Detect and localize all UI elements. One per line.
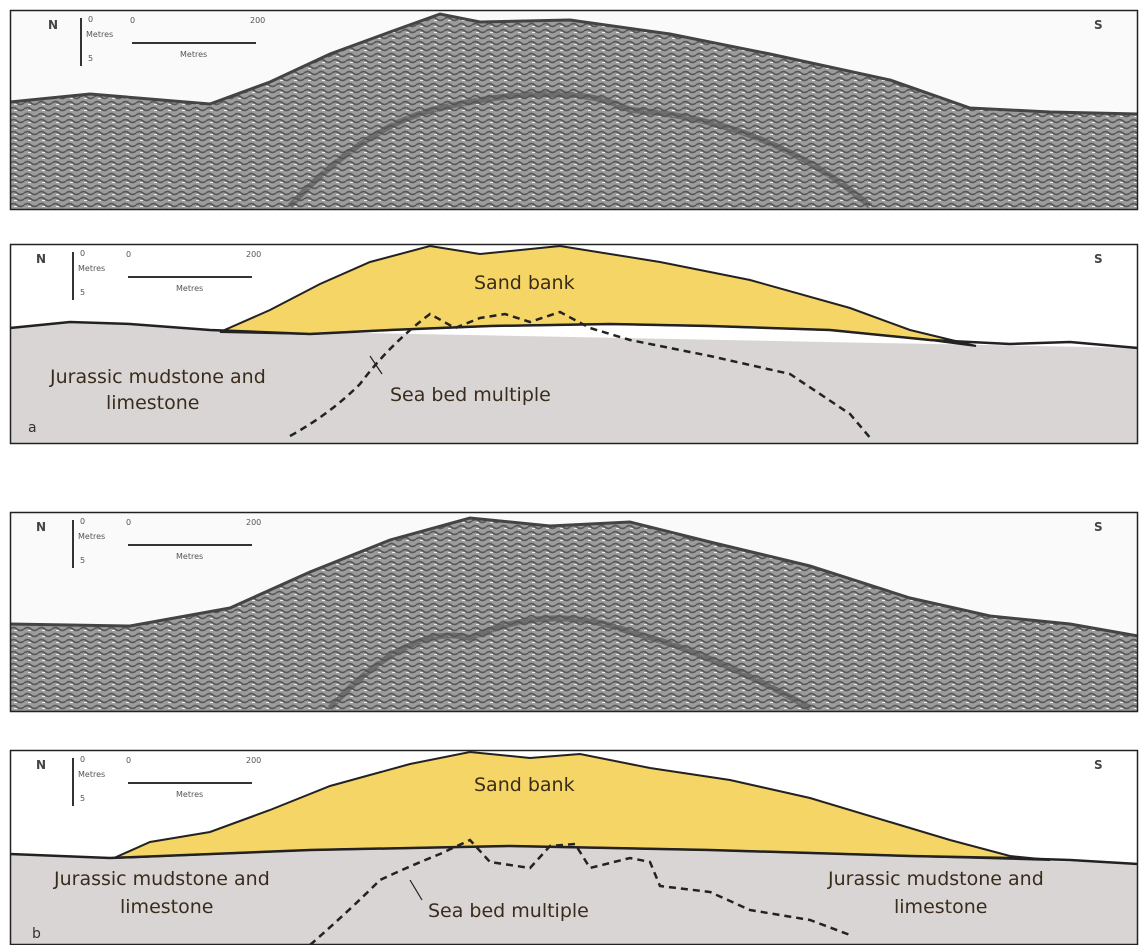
hscale-end: 200 xyxy=(246,518,262,527)
hscale-start: 0 xyxy=(126,518,132,527)
panel-label-a: a xyxy=(28,420,37,436)
south-label: S xyxy=(1094,18,1103,32)
hscale-unit: Metres xyxy=(176,552,204,561)
sand-bank-label: Sand bank xyxy=(474,774,575,796)
north-label: N xyxy=(36,252,47,266)
seismic-profile-bottom: N S 0 Metres 5 0 200 Metres xyxy=(9,511,1139,713)
hscale-start: 0 xyxy=(126,250,132,259)
vscale-unit: Metres xyxy=(78,532,106,541)
jurassic-label-right-line1: Jurassic mudstone and xyxy=(828,868,1044,890)
seismic-profile-top: N S 0 Metres 5 0 200 Metres xyxy=(9,9,1139,211)
hscale-start: 0 xyxy=(126,756,132,765)
seismic-section xyxy=(9,9,1139,211)
north-label: N xyxy=(48,18,59,32)
hscale-unit: Metres xyxy=(176,284,204,293)
horizontal-scale-bar xyxy=(128,782,252,784)
sea-bed-multiple-label: Sea bed multiple xyxy=(428,900,589,922)
vscale-top: 0 xyxy=(80,517,86,526)
horizontal-scale-bar xyxy=(128,544,252,546)
vertical-scale-bar xyxy=(80,18,82,66)
sand-bank-label: Sand bank xyxy=(474,272,575,294)
interpretation-section xyxy=(9,749,1139,945)
hscale-unit: Metres xyxy=(176,790,204,799)
vscale-bottom: 5 xyxy=(88,54,94,63)
vscale-unit: Metres xyxy=(78,770,106,779)
vscale-bottom: 5 xyxy=(80,556,86,565)
vertical-scale-bar xyxy=(72,520,74,568)
horizontal-scale-bar xyxy=(128,276,252,278)
interpretation-profile-a: N S 0 Metres 5 0 200 Metres Sand bank Ju… xyxy=(9,243,1139,445)
vscale-bottom: 5 xyxy=(80,288,86,297)
south-label: S xyxy=(1094,252,1103,266)
interpretation-profile-b: N S 0 Metres 5 0 200 Metres Sand bank Ju… xyxy=(9,749,1139,945)
hscale-unit: Metres xyxy=(180,50,208,59)
hscale-end: 200 xyxy=(250,16,266,25)
seismic-section xyxy=(9,511,1139,713)
jurassic-label-left-line1: Jurassic mudstone and xyxy=(54,868,270,890)
south-label: S xyxy=(1094,758,1103,772)
south-label: S xyxy=(1094,520,1103,534)
vertical-scale-bar xyxy=(72,252,74,300)
jurassic-label-line2: limestone xyxy=(106,392,200,414)
vscale-top: 0 xyxy=(80,249,86,258)
hscale-start: 0 xyxy=(130,16,136,25)
vertical-scale-bar xyxy=(72,758,74,806)
jurassic-label-right-line2: limestone xyxy=(894,896,988,918)
sea-bed-multiple-label: Sea bed multiple xyxy=(390,384,551,406)
vscale-unit: Metres xyxy=(86,30,114,39)
panel-label-b: b xyxy=(32,926,41,942)
vscale-top: 0 xyxy=(80,755,86,764)
north-label: N xyxy=(36,758,47,772)
vscale-unit: Metres xyxy=(78,264,106,273)
horizontal-scale-bar xyxy=(132,42,256,44)
north-label: N xyxy=(36,520,47,534)
hscale-end: 200 xyxy=(246,756,262,765)
vscale-bottom: 5 xyxy=(80,794,86,803)
jurassic-label-line1: Jurassic mudstone and xyxy=(50,366,266,388)
vscale-top: 0 xyxy=(88,15,94,24)
jurassic-label-left-line2: limestone xyxy=(120,896,214,918)
hscale-end: 200 xyxy=(246,250,262,259)
